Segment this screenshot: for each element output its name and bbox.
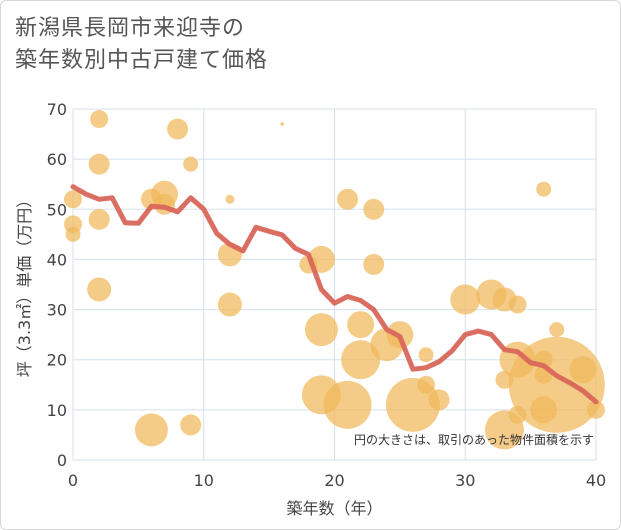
bubble-point [417, 375, 436, 394]
chart-title: 新潟県長岡市来迎寺の 築年数別中古戸建て価格 [15, 13, 268, 77]
bubble-point [64, 190, 82, 209]
y-tick-label: 40 [47, 250, 67, 269]
bubble-point [88, 153, 110, 175]
y-tick-label: 60 [47, 150, 67, 169]
bubble-point [167, 118, 189, 140]
bubble-point [587, 400, 605, 419]
bubble-point [363, 253, 385, 275]
bubble-point [337, 188, 359, 210]
bubble-point [323, 380, 372, 429]
bubble-point [363, 198, 385, 220]
chart-note: 円の大きさは、取引のあった物件面積を示す [354, 432, 594, 447]
bubble-point [225, 194, 235, 204]
x-tick-label: 20 [324, 471, 344, 490]
y-axis-label: 坪（3.3㎡）単価（万円） [15, 192, 34, 377]
bubble-point [304, 313, 338, 347]
bubble-point [508, 295, 527, 314]
average-line-series [70, 184, 599, 405]
x-tick-label: 10 [194, 471, 214, 490]
bubble-series [64, 110, 605, 450]
y-tick-label: 50 [47, 200, 67, 219]
bubble-point [341, 340, 381, 380]
bubble-point [569, 356, 597, 384]
bubble-point [87, 277, 112, 302]
chart-title-line-2: 築年数別中古戸建て価格 [15, 48, 269, 73]
x-axis-label: 築年数（年） [286, 499, 382, 518]
y-tick-label: 30 [47, 301, 67, 320]
bubble-point [217, 292, 242, 317]
x-tick-label: 0 [68, 471, 78, 490]
bubble-point [65, 226, 81, 242]
bubble-point [508, 336, 605, 433]
bubble-point [536, 181, 552, 197]
y-tick-label: 70 [47, 100, 67, 119]
bubble-point [280, 122, 285, 126]
x-axis-ticks: 0 10 20 30 40 [68, 471, 606, 490]
y-tick-label: 10 [47, 401, 67, 420]
bubble-point [418, 347, 434, 363]
bubble-point [549, 322, 565, 338]
bubble-point [90, 110, 109, 129]
average-price-line [70, 184, 599, 405]
y-tick-label: 20 [47, 351, 67, 370]
bubble-point [428, 389, 450, 411]
x-tick-label: 40 [586, 471, 606, 490]
bubble-point [347, 311, 375, 339]
bubble-point [183, 156, 199, 172]
bubble-point [88, 208, 110, 230]
x-tick-label: 30 [455, 471, 475, 490]
chart-title-line-1: 新潟県長岡市来迎寺の [15, 16, 246, 41]
y-tick-label: 0 [57, 451, 67, 470]
bubble-point [180, 414, 202, 436]
bubble-point [450, 284, 481, 315]
bubble-point [134, 413, 168, 447]
y-axis-ticks: 0 10 20 30 40 50 60 70 [47, 100, 67, 470]
